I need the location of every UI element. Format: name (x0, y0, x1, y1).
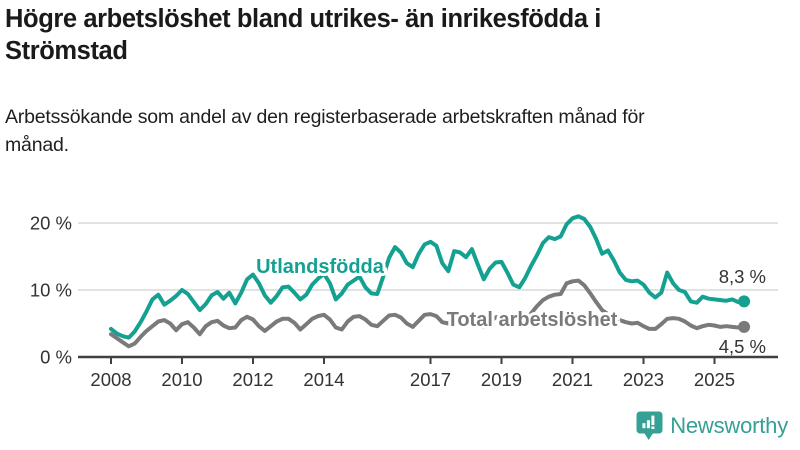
x-axis-label-2023: 2023 (623, 369, 664, 390)
chart-subtitle: Arbetssökande som andel av den registerb… (5, 106, 645, 157)
x-axis-label-2019: 2019 (481, 369, 522, 390)
series-end-dot-total (738, 320, 751, 333)
series-line-utlandsfodda (109, 214, 747, 340)
newsworthy-icon (636, 411, 663, 440)
y-axis-label-20pct: 20 % (30, 213, 72, 234)
series-end-value-total: 4,5 % (719, 336, 766, 357)
x-axis-label-2025: 2025 (694, 369, 735, 390)
x-axis-label-2021: 2021 (552, 369, 593, 390)
y-axis-label-0pct: 0 % (40, 347, 72, 368)
x-axis-label-2014: 2014 (303, 369, 344, 390)
page-title: Högre arbetslöshet bland utrikes- än inr… (5, 5, 601, 66)
newsworthy-logo[interactable]: Newsworthy (636, 411, 788, 441)
x-axis-label-2008: 2008 (90, 369, 131, 390)
y-axis-label-10pct: 10 % (30, 280, 72, 301)
newsworthy-logo-text: Newsworthy (670, 413, 788, 438)
series-end-dot-utlandsfodda (738, 295, 751, 308)
series-label-utlandsfodda: Utlandsfödda (256, 256, 385, 278)
series-label-total: Total arbetslöshet (447, 309, 618, 331)
x-axis-label-2017: 2017 (410, 369, 451, 390)
x-axis-label-2010: 2010 (161, 369, 202, 390)
series-line-total (109, 278, 747, 349)
x-axis-label-2012: 2012 (232, 369, 273, 390)
series-end-value-utlandsfodda: 8,3 % (719, 266, 766, 287)
